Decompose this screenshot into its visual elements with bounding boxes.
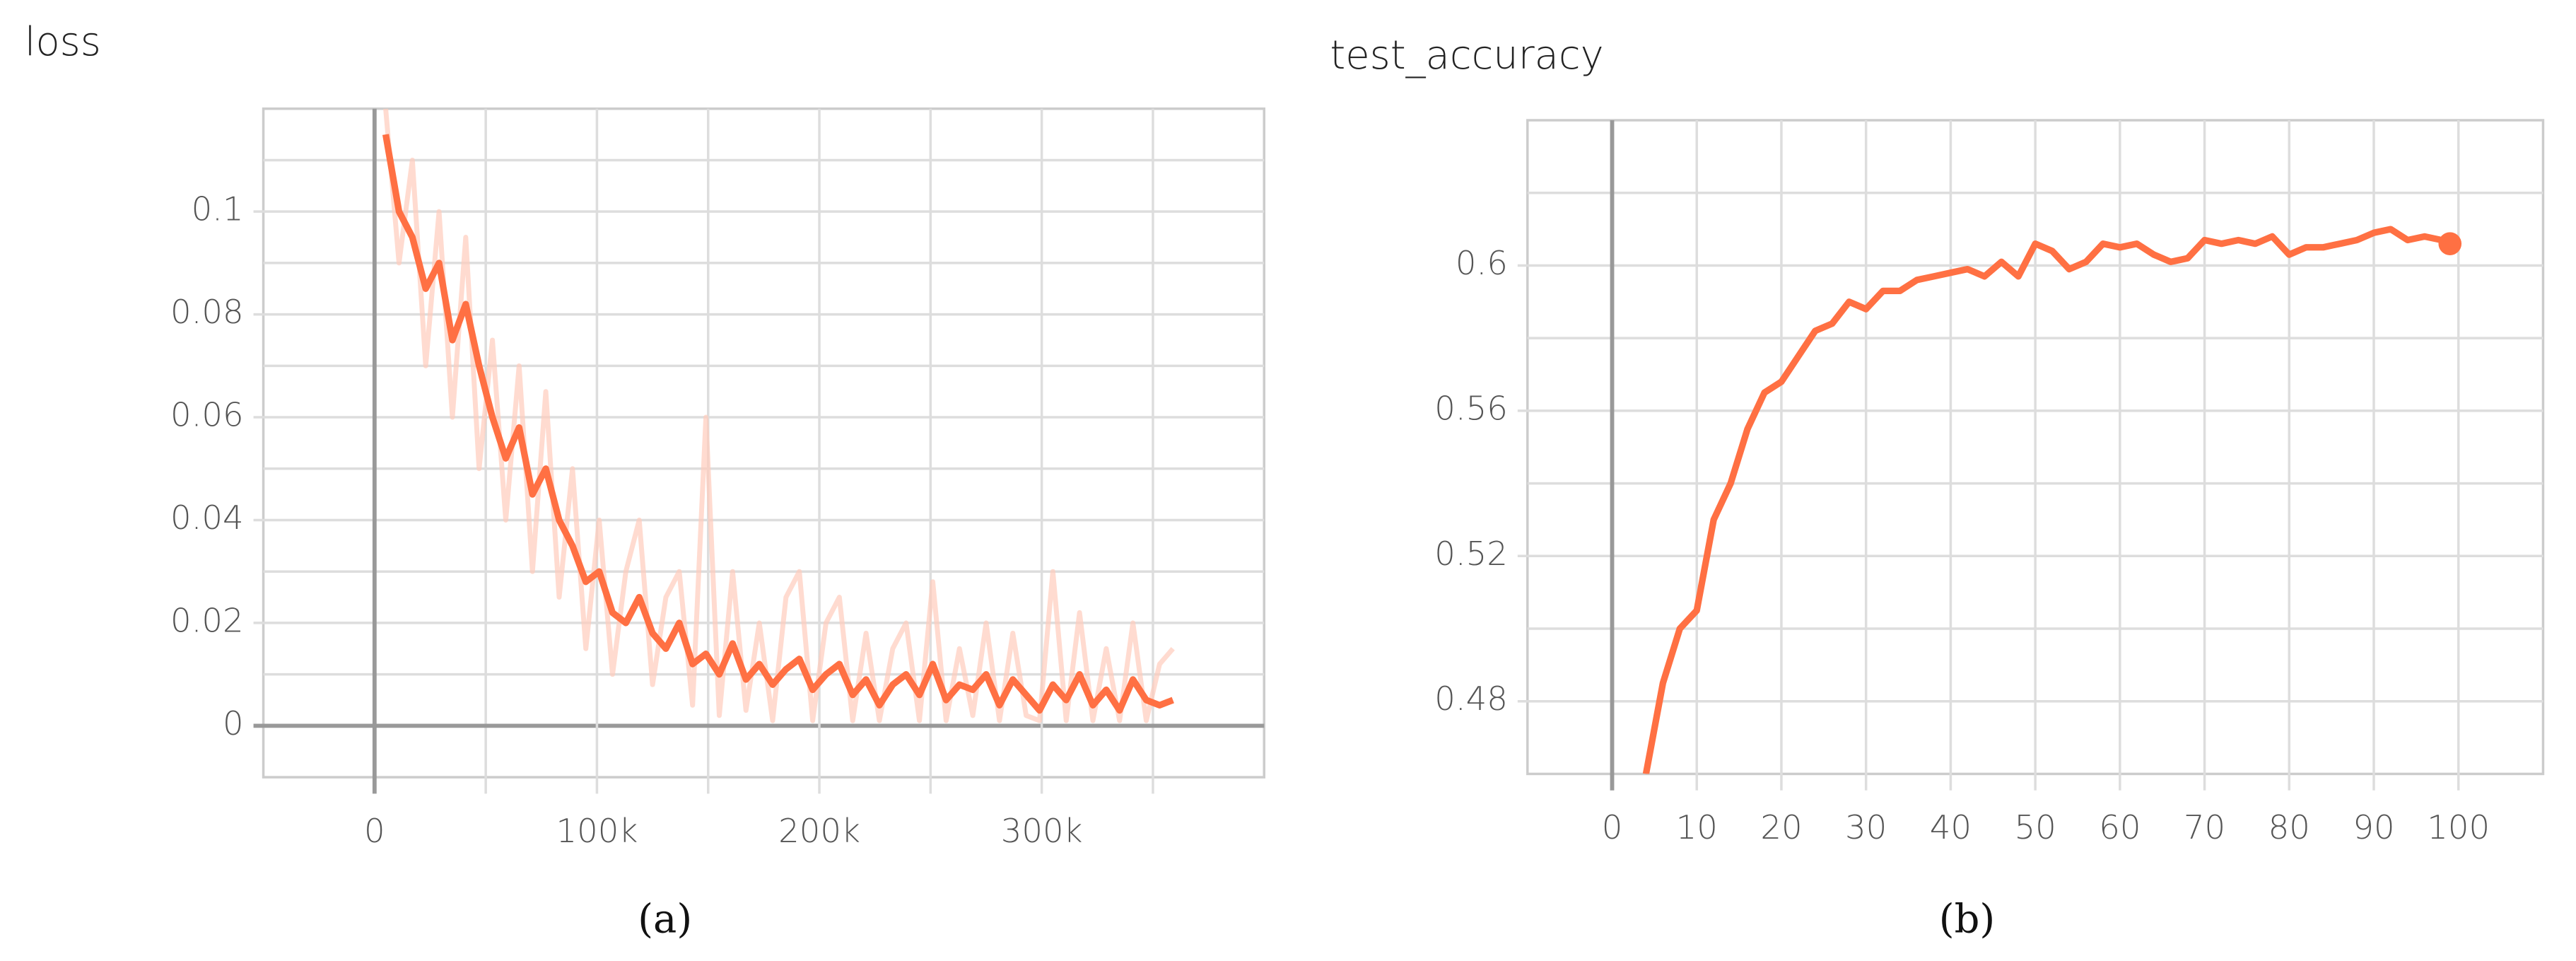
x-tick-label: 100 [2427,808,2490,846]
x-tick-label: 100k [556,812,638,850]
x-tick-label: 60 [2099,808,2141,846]
y-tick-label: 0.48 [1434,680,1508,718]
data-line [1642,226,2452,774]
y-tick-label: 0.02 [170,601,244,639]
x-tick-label: 0 [1602,808,1623,846]
y-tick-label: 0.6 [1456,244,1508,282]
x-tick-label: 90 [2353,808,2394,846]
x-tick-label: 30 [1845,808,1887,846]
caption: (b) [1939,896,1995,942]
chart-title: loss [25,19,101,65]
y-tick-label: 0.52 [1434,535,1508,573]
plot-frame [262,107,1265,779]
chart-title: test_accuracy [1330,33,1603,78]
end-marker [2438,232,2462,255]
x-tick-label: 0 [364,812,385,850]
y-tick-label: 0.06 [170,396,244,434]
x-tick-label: 200k [778,812,860,850]
x-tick-label: 10 [1676,808,1718,846]
x-tick-label: 40 [1930,808,1972,846]
x-tick-label: 70 [2184,808,2225,846]
x-tick-label: 20 [1760,808,1802,846]
y-tick-label: 0.08 [170,293,244,331]
x-tick-label: 80 [2268,808,2310,846]
data-line [382,134,1174,714]
raw-line [383,108,1175,723]
x-tick-label: 50 [2014,808,2056,846]
y-tick-label: 0.1 [192,190,244,228]
caption: (a) [638,896,692,942]
x-tick-label: 300k [1001,812,1083,850]
y-tick-label: 0.56 [1434,389,1508,427]
y-tick-label: 0 [223,704,244,742]
y-tick-label: 0.04 [170,499,244,537]
